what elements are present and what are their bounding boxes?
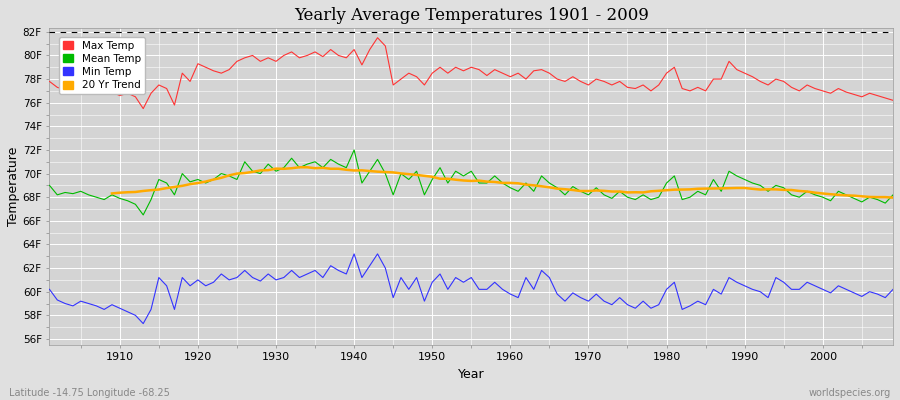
Text: worldspecies.org: worldspecies.org <box>809 388 891 398</box>
X-axis label: Year: Year <box>458 368 484 381</box>
Y-axis label: Temperature: Temperature <box>7 147 20 226</box>
Title: Yearly Average Temperatures 1901 - 2009: Yearly Average Temperatures 1901 - 2009 <box>293 7 649 24</box>
Text: Latitude -14.75 Longitude -68.25: Latitude -14.75 Longitude -68.25 <box>9 388 170 398</box>
Legend: Max Temp, Mean Temp, Min Temp, 20 Yr Trend: Max Temp, Mean Temp, Min Temp, 20 Yr Tre… <box>58 37 145 94</box>
